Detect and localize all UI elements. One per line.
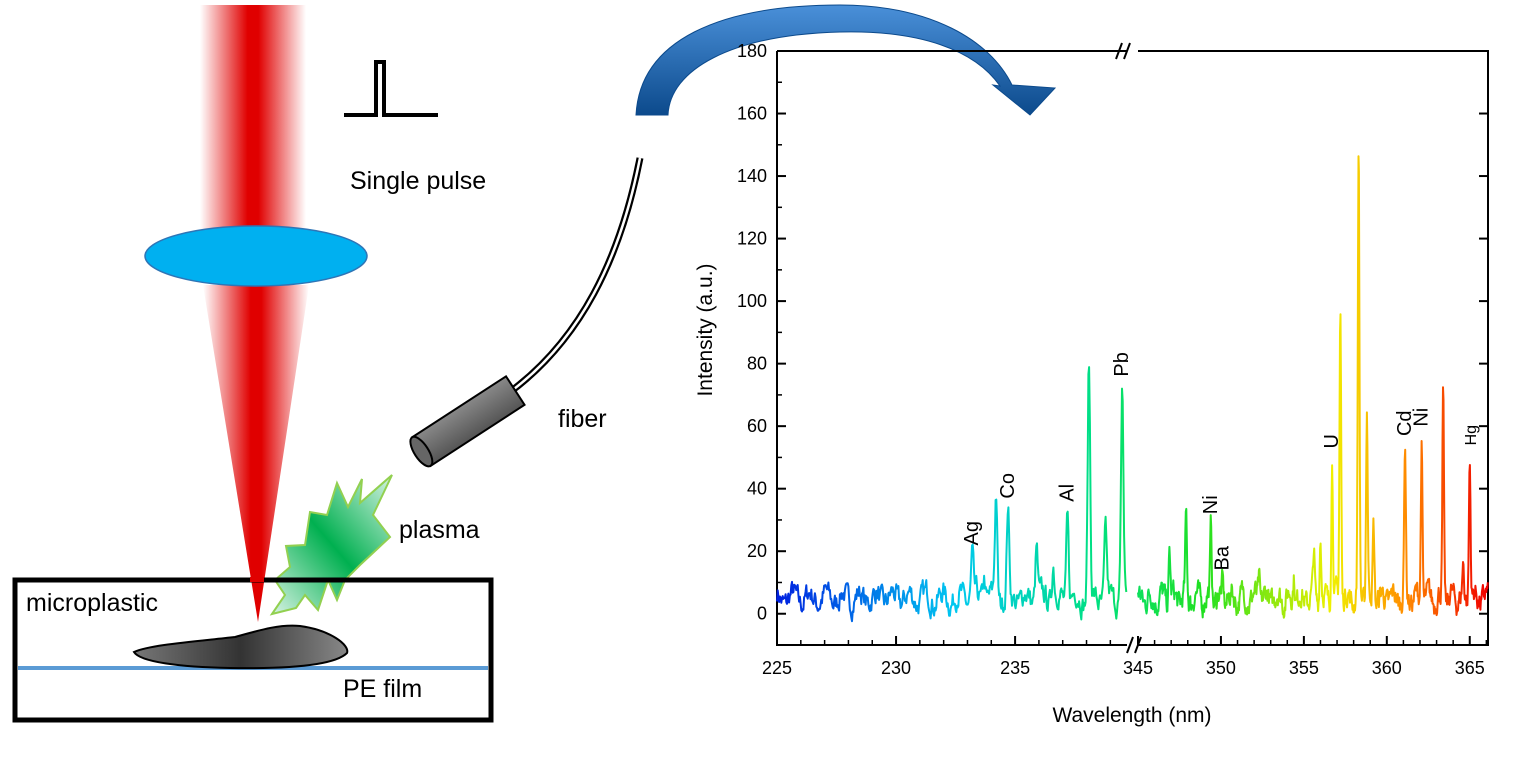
- detector-probe: [409, 374, 526, 468]
- peak-label-co: Co: [997, 473, 1019, 499]
- plasma-label: plasma: [399, 516, 480, 544]
- y-tick-label: 80: [747, 354, 767, 374]
- microplastic-label: microplastic: [26, 589, 158, 617]
- pulse-label: Single pulse: [350, 167, 486, 195]
- x-tick-label: 225: [762, 658, 792, 678]
- curved-arrow-icon: [635, 4, 1057, 116]
- peak-label-ni: Ni: [1200, 495, 1222, 514]
- pe-film-label: PE film: [343, 675, 422, 703]
- x-tick-label: 235: [1000, 658, 1030, 678]
- laser-inside: [250, 577, 264, 582]
- y-axis-title: Intensity (a.u.): [694, 263, 717, 396]
- peak-label-ba: Ba: [1212, 545, 1234, 570]
- y-tick-label: 140: [737, 166, 767, 186]
- y-tick-label: 100: [737, 291, 767, 311]
- microplastic-particle: [132, 624, 349, 670]
- laser-focus-cone: [203, 285, 309, 622]
- x-tick-label: 355: [1289, 658, 1319, 678]
- x-axis-title: Wavelength (nm): [1052, 704, 1211, 727]
- axes-frame: [776, 50, 1489, 646]
- axis-break-mark: [1115, 42, 1131, 60]
- y-tick-label: 160: [737, 104, 767, 124]
- x-tick-label: 365: [1455, 658, 1485, 678]
- x-tick-label: 345: [1123, 658, 1153, 678]
- peak-label-u: U: [1321, 434, 1343, 448]
- peak-label-cd: Cd: [1394, 410, 1416, 436]
- y-tick-label: 40: [747, 479, 767, 499]
- single-pulse-icon: [344, 60, 438, 117]
- fiber-core: [509, 157, 642, 394]
- y-tick-label: 120: [737, 229, 767, 249]
- y-tick-label: 180: [737, 41, 767, 61]
- y-tick-label: 60: [747, 416, 767, 436]
- laser-beam: [200, 5, 306, 255]
- x-tick-label: 230: [881, 658, 911, 678]
- x-tick-label: 360: [1372, 658, 1402, 678]
- peak-label-hg: Hg: [1463, 425, 1480, 445]
- fiber-label: fiber: [558, 405, 607, 433]
- y-tick-label: 20: [747, 541, 767, 561]
- x-tick-label: 350: [1206, 658, 1236, 678]
- spectrum-line-segment-2: [1137, 155, 1489, 619]
- lens: [144, 225, 368, 287]
- peak-label-ag: Ag: [961, 521, 983, 545]
- spectrum-line-segment-1: [776, 366, 1128, 623]
- peak-label-ni: Ni: [1411, 408, 1433, 427]
- peak-label-al: Al: [1056, 484, 1078, 502]
- peak-label-pb: Pb: [1111, 352, 1133, 376]
- y-tick-label: 0: [757, 604, 767, 624]
